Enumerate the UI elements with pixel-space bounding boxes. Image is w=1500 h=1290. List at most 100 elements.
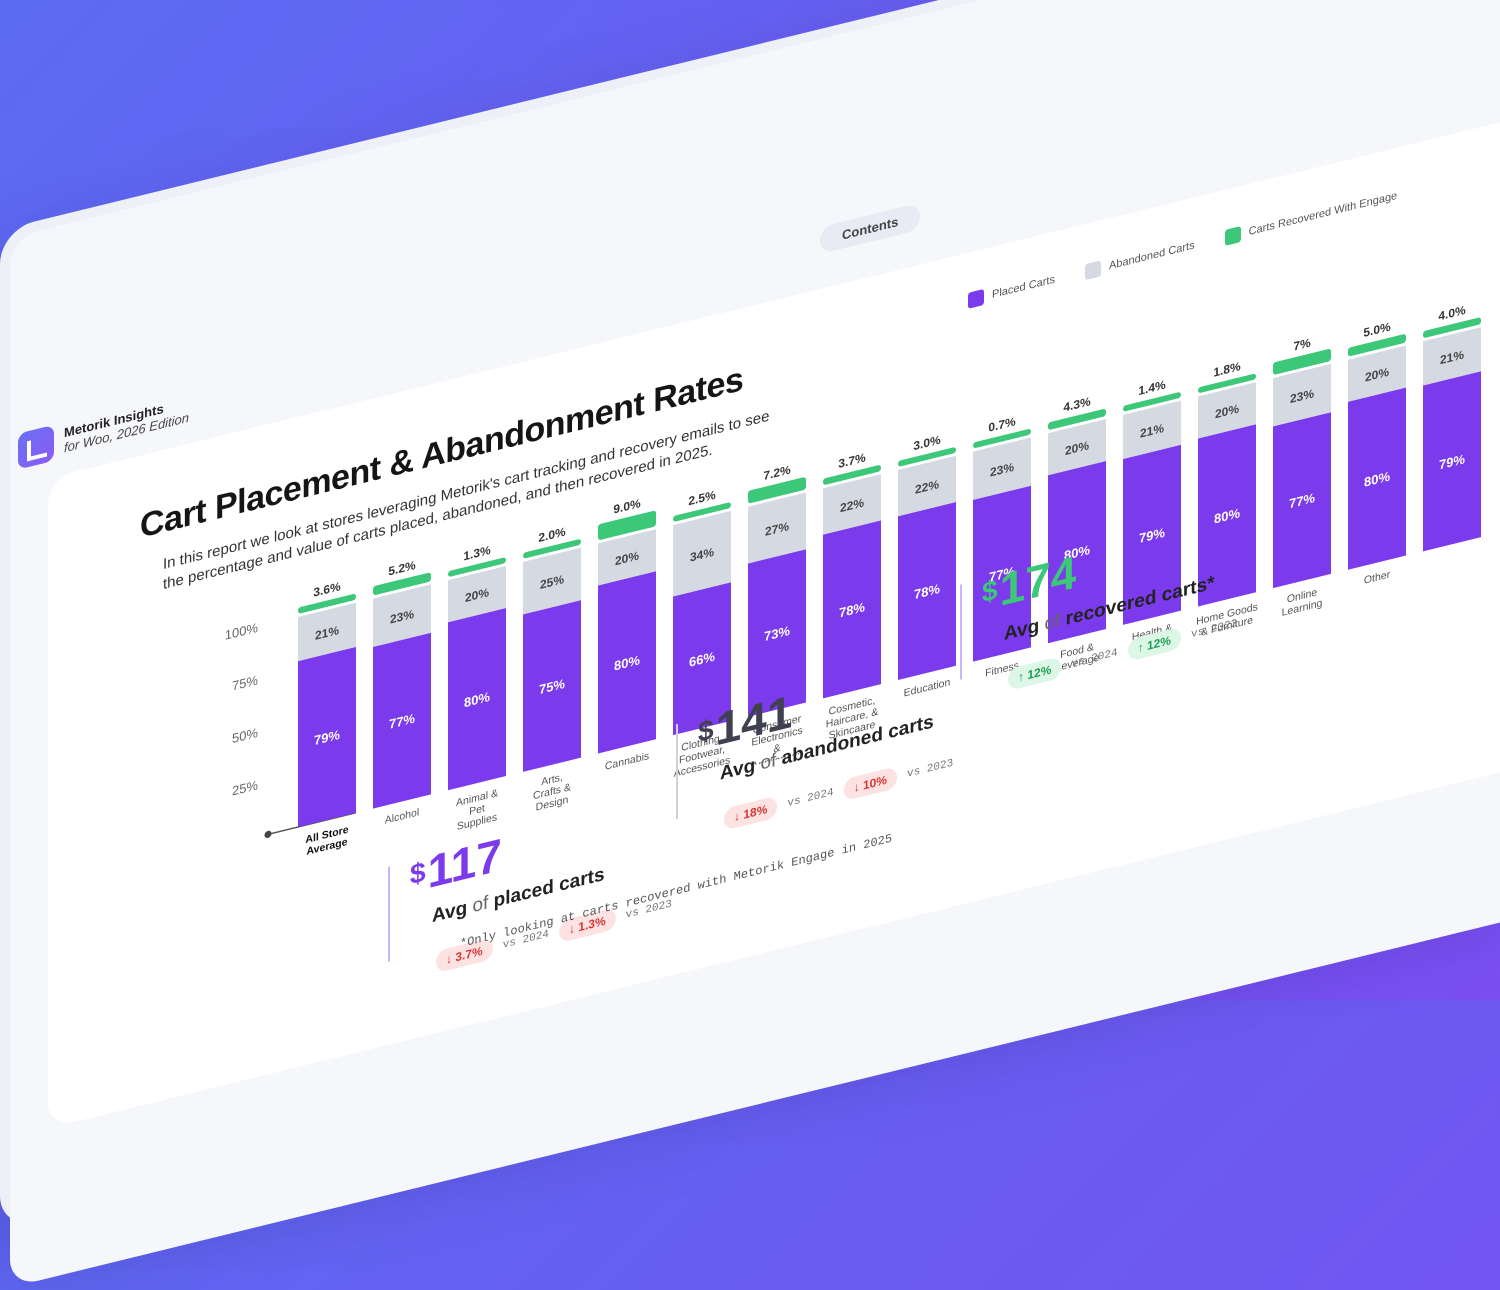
bar-recovered [598,510,656,540]
data-label-abandoned: 20% [1215,402,1239,422]
axis-origin-dot [264,830,272,838]
bar-placed [748,549,806,717]
bar-recovered [298,594,356,614]
app-window: Contents Metorik Insights for Woo, 2026 … [0,0,1500,1230]
kpi-of: of [472,892,489,918]
bar-placed [823,520,881,699]
bar-abandoned [1198,382,1256,439]
y-tick-label: 25% [232,777,258,798]
bar-abandoned [673,510,731,597]
bar-recovered [1423,317,1481,338]
badge-text: 12% [1146,633,1171,654]
data-label-recovered: 1.4% [1138,378,1165,399]
bar-abandoned [823,474,881,535]
bar-recovered [523,539,581,559]
data-label-abandoned: 21% [315,623,339,643]
data-label-abandoned: 25% [540,572,564,592]
x-tick-label: OnlineLearning [1282,585,1323,619]
x-tick-label-line: Other [1364,568,1391,586]
x-tick-label-line: Arts, [541,771,563,788]
bar-abandoned [973,437,1031,500]
bar-abandoned [298,602,356,662]
bar-abandoned [373,584,431,647]
bar-placed [1123,444,1181,625]
data-label-placed: 79% [1139,525,1165,546]
kpi-of: of [1044,610,1061,636]
data-label-recovered: 0.7% [988,414,1015,435]
bar-placed [298,646,356,827]
bar-placed [1348,387,1406,570]
data-label-abandoned: 34% [690,545,714,565]
data-label-abandoned: 23% [1290,386,1314,406]
data-label-placed: 77% [389,711,415,732]
badge-text: 18% [743,801,768,822]
data-label-placed: 80% [1214,505,1240,526]
x-tick-label: Cannabis [605,750,649,773]
bar-placed [373,632,431,809]
bar-placed [1198,424,1256,607]
bar-placed [673,582,731,736]
bar-placed [1423,371,1481,552]
bar-recovered [973,429,1031,448]
bar-placed [1273,412,1331,589]
change-badge: ↓ 18% [724,795,778,831]
bar-recovered [1048,409,1106,430]
data-label-placed: 79% [314,727,340,748]
kpi-divider [388,866,390,962]
data-label-recovered: 4.3% [1063,394,1090,415]
bar-placed [898,501,956,680]
x-tick-label: Other [1364,568,1391,586]
data-label-placed: 66% [689,649,715,670]
kpi-currency: $ [982,573,998,609]
x-tick-label-line: & [773,742,780,756]
bar-recovered [1198,373,1256,393]
x-tick-label-line: Education [904,676,951,699]
data-label-abandoned: 27% [765,519,789,539]
bar-abandoned [1273,363,1331,427]
change-badge: ↓ 10% [843,766,897,802]
data-label-recovered: 4.0% [1438,303,1465,324]
badge-text: 12% [1027,662,1052,683]
bar-abandoned [748,492,806,564]
bar-abandoned [1348,345,1406,402]
kpi-of: of [760,749,777,775]
data-label-recovered: 3.6% [313,579,340,600]
x-tick-label: Animal &PetSupplies [456,787,498,833]
data-label-abandoned: 21% [1140,421,1164,441]
data-label-abandoned: 22% [840,496,864,516]
data-label-abandoned: 20% [1365,365,1389,385]
x-tick-label: All StoreAverage [305,824,348,858]
bar-recovered [1348,334,1406,357]
data-label-recovered: 2.0% [538,525,565,546]
data-label-abandoned: 23% [990,460,1014,480]
x-tick-label-line: Pet [469,802,485,818]
vs-label: vs 2024 [787,786,834,811]
y-tick-label: 75% [232,672,258,693]
bar-placed [1048,461,1106,644]
data-label-recovered: 2.5% [688,488,715,509]
data-label-recovered: 3.0% [913,433,940,454]
data-label-placed: 78% [914,581,940,602]
bar-recovered [1123,392,1181,412]
kpi-divider [676,723,678,820]
bar-abandoned [1423,327,1481,386]
y-tick-label: 50% [232,725,258,746]
data-label-placed: 79% [1439,451,1465,472]
bar-recovered [673,502,731,522]
data-label-recovered: 3.7% [838,450,865,471]
bar-recovered [748,477,806,504]
badge-text: 10% [862,772,887,793]
data-label-abandoned: 23% [390,607,414,627]
data-label-recovered: 1.3% [463,543,490,564]
x-tick-label: Alcohol [385,806,419,826]
bar-recovered [1273,349,1331,375]
data-label-recovered: 5.0% [1363,319,1390,340]
bar-abandoned [898,455,956,517]
bar-recovered [373,572,431,595]
data-label-placed: 77% [989,564,1015,585]
data-label-placed: 80% [1064,542,1090,563]
data-label-placed: 80% [614,652,640,673]
kpi-avg: Avg [432,897,468,928]
bar-abandoned [1048,419,1106,476]
data-label-placed: 80% [1364,469,1390,490]
